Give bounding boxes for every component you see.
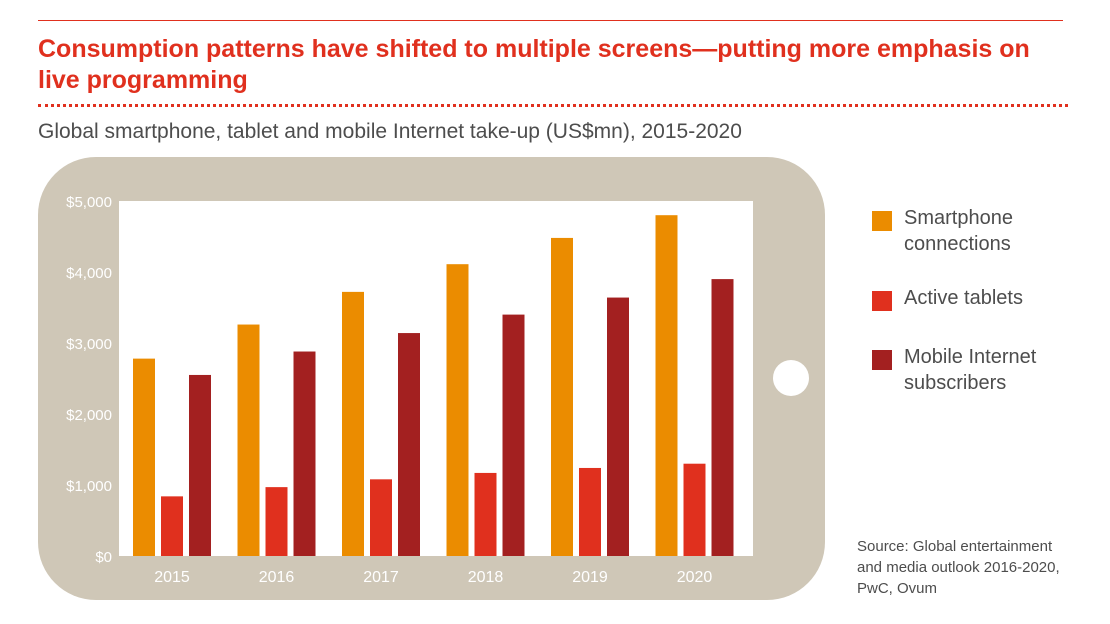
bar-series [133, 215, 734, 557]
legend-item-smartphone: Smartphone connections [872, 205, 1013, 257]
legend-label-mobile-internet: Mobile Internet subscribers [904, 346, 1037, 394]
x-tick-label: 2019 [572, 569, 608, 586]
dotted-divider [38, 104, 1068, 107]
bar-mobile-internet-2015 [189, 374, 211, 556]
y-tick-label: $3,000 [66, 336, 112, 353]
bar-tablets-2020 [683, 463, 706, 556]
x-axis-labels: 2015 2016 2017 2018 2019 2020 [154, 569, 712, 586]
bar-mobile-internet-2019 [607, 297, 629, 556]
bar-tablets-2018 [474, 472, 497, 556]
phone-screen [119, 201, 753, 556]
source-note: Source: Global entertainment and media o… [857, 538, 1060, 597]
legend-swatch-smartphone [872, 211, 892, 231]
bar-mobile-internet-2017 [398, 333, 420, 556]
bar-mobile-internet-2016 [293, 351, 316, 556]
x-tick-label: 2015 [154, 569, 190, 586]
y-tick-label: $2,000 [66, 407, 112, 424]
x-tick-label: 2020 [677, 569, 713, 586]
bar-smartphone-2020 [655, 215, 678, 556]
phone-home-button [773, 360, 809, 396]
bar-smartphone-2016 [237, 324, 260, 556]
y-tick-label: $1,000 [66, 478, 112, 495]
bar-tablets-2015 [161, 496, 183, 556]
bar-smartphone-2018 [446, 264, 469, 556]
bar-tablets-2017 [370, 479, 392, 556]
legend-label-tablets: Active tablets [904, 287, 1023, 309]
chart-subtitle: Global smartphone, tablet and mobile Int… [38, 120, 742, 143]
y-tick-label: $4,000 [66, 265, 112, 282]
top-divider [38, 20, 1063, 21]
bar-smartphone-2015 [133, 358, 155, 556]
bar-tablets-2016 [265, 487, 288, 556]
bar-smartphone-2019 [551, 237, 573, 557]
legend-item-tablets: Active tablets [872, 285, 1023, 311]
bar-mobile-internet-2020 [711, 279, 734, 556]
bar-smartphone-2017 [342, 291, 364, 556]
legend-swatch-mobile-internet [872, 350, 892, 370]
y-tick-label: $5,000 [66, 194, 112, 211]
legend-swatch-tablets [872, 291, 892, 311]
x-tick-label: 2016 [259, 569, 295, 586]
bar-tablets-2019 [579, 467, 601, 556]
x-tick-label: 2017 [363, 569, 399, 586]
bar-mobile-internet-2018 [502, 314, 525, 556]
legend-label-smartphone: Smartphone connections [904, 207, 1013, 255]
x-tick-label: 2018 [468, 569, 504, 586]
page-title: Consumption patterns have shifted to mul… [38, 35, 1030, 94]
y-axis-labels: $0 $1,000 $2,000 $3,000 $4,000 $5,000 [66, 194, 112, 566]
y-tick-label: $0 [95, 549, 112, 566]
legend-item-mobile-internet: Mobile Internet subscribers [872, 344, 1036, 396]
